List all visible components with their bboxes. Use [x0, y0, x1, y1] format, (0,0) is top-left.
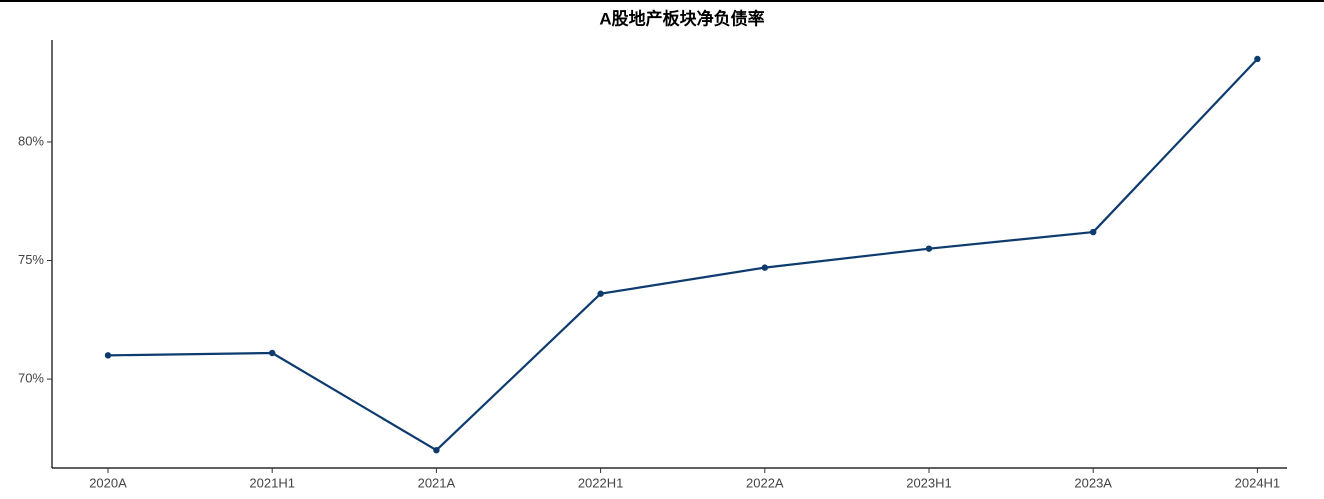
x-tick-label: 2022H1	[578, 475, 624, 490]
y-tick-label: 80%	[18, 133, 44, 148]
point	[1090, 228, 1097, 236]
chart-title: A股地产板块净负债率	[599, 8, 764, 28]
point	[761, 264, 768, 271]
x-tick-label: 2021H1	[249, 475, 295, 490]
x-tick-label: 2023H1	[906, 475, 952, 490]
y-tick-label: 75%	[18, 252, 44, 267]
x-tick-label: 2024H1	[1235, 475, 1281, 490]
point	[433, 447, 440, 454]
point	[597, 290, 604, 297]
point	[1254, 55, 1261, 63]
point	[104, 352, 112, 359]
x-tick-label: 2022A	[746, 475, 784, 490]
x-tick-label: 2023A	[1074, 475, 1112, 490]
x-tick-label: 2020A	[89, 475, 127, 490]
x-tick-label: 2021A	[418, 475, 456, 490]
point	[269, 349, 276, 357]
point	[925, 245, 933, 252]
line	[107, 58, 1259, 452]
y-tick-label: 70%	[18, 371, 44, 386]
